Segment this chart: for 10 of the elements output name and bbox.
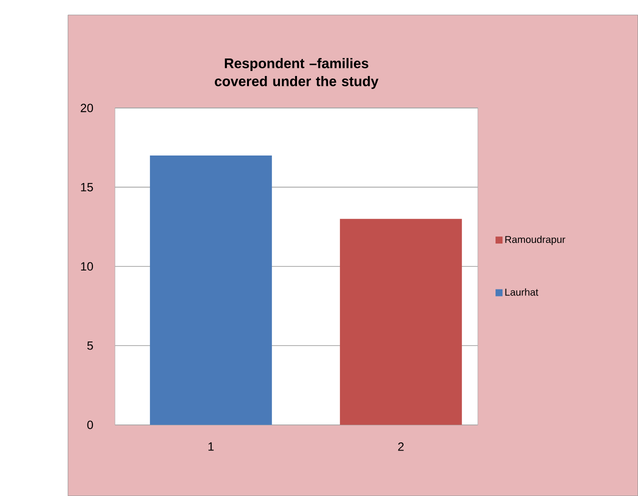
x-tick-label: 2 xyxy=(398,442,404,451)
legend-label: Laurhat xyxy=(505,288,538,296)
legend-label: Ramoudrapur xyxy=(505,236,566,245)
y-tick-label: 20 xyxy=(80,104,93,112)
y-tick-label: 0 xyxy=(87,420,93,430)
y-tick-label: 10 xyxy=(81,262,93,271)
y-tick-label: 5 xyxy=(87,341,93,350)
x-tick-label: 1 xyxy=(208,442,214,451)
y-tick-label: 15 xyxy=(81,183,93,192)
chart-title: Respondent –families covered under the study xyxy=(214,58,378,89)
